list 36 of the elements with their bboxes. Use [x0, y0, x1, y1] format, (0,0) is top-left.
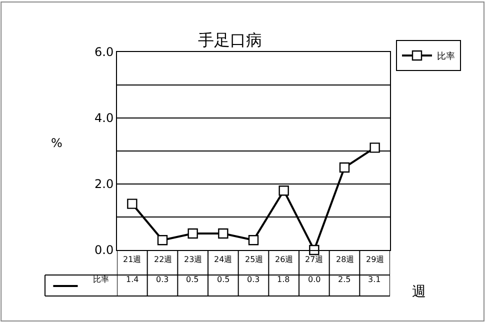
- y-tick-label: 4.0: [94, 111, 114, 126]
- text: 0.3: [156, 275, 169, 284]
- x-tick-label: 28週: [336, 255, 354, 264]
- point: [127, 198, 138, 209]
- chart-title: 手足口病: [198, 30, 262, 50]
- text: 0.5: [217, 275, 230, 284]
- x-tick-label: 27週: [305, 255, 324, 264]
- text: 3.1: [368, 275, 381, 284]
- x-tick-label: 25週: [245, 255, 264, 264]
- x-tick-label: 26週: [275, 255, 294, 264]
- text: 2.5: [338, 275, 351, 284]
- point: [188, 228, 198, 239]
- text: 0.3: [247, 275, 260, 284]
- x-tick-label: 23週: [184, 255, 202, 264]
- point: [218, 228, 228, 239]
- text: 1.4: [126, 275, 139, 284]
- y-tick-label: 6.0: [94, 45, 114, 60]
- point: [157, 235, 168, 246]
- x-tick-label: 24週: [214, 255, 232, 264]
- point: [309, 244, 320, 256]
- y-tick-label: 0.0: [94, 243, 114, 258]
- point: [278, 186, 289, 196]
- x-tick-label: 29週: [366, 255, 384, 264]
- x-tick-label: 22週: [154, 255, 172, 264]
- text: 0.0: [308, 275, 321, 284]
- legend-label: 比率: [437, 51, 455, 62]
- text: 比率: [93, 275, 109, 284]
- point: [370, 142, 380, 153]
- x-axis-title: 週: [412, 284, 426, 300]
- x-tick-label: 21週: [123, 255, 142, 264]
- y-axis-title: %: [51, 136, 62, 150]
- text: 1.8: [277, 275, 290, 284]
- y-tick-label: 2.0: [94, 177, 114, 192]
- point: [339, 162, 350, 173]
- point: [248, 235, 259, 246]
- text: 0.5: [186, 275, 199, 284]
